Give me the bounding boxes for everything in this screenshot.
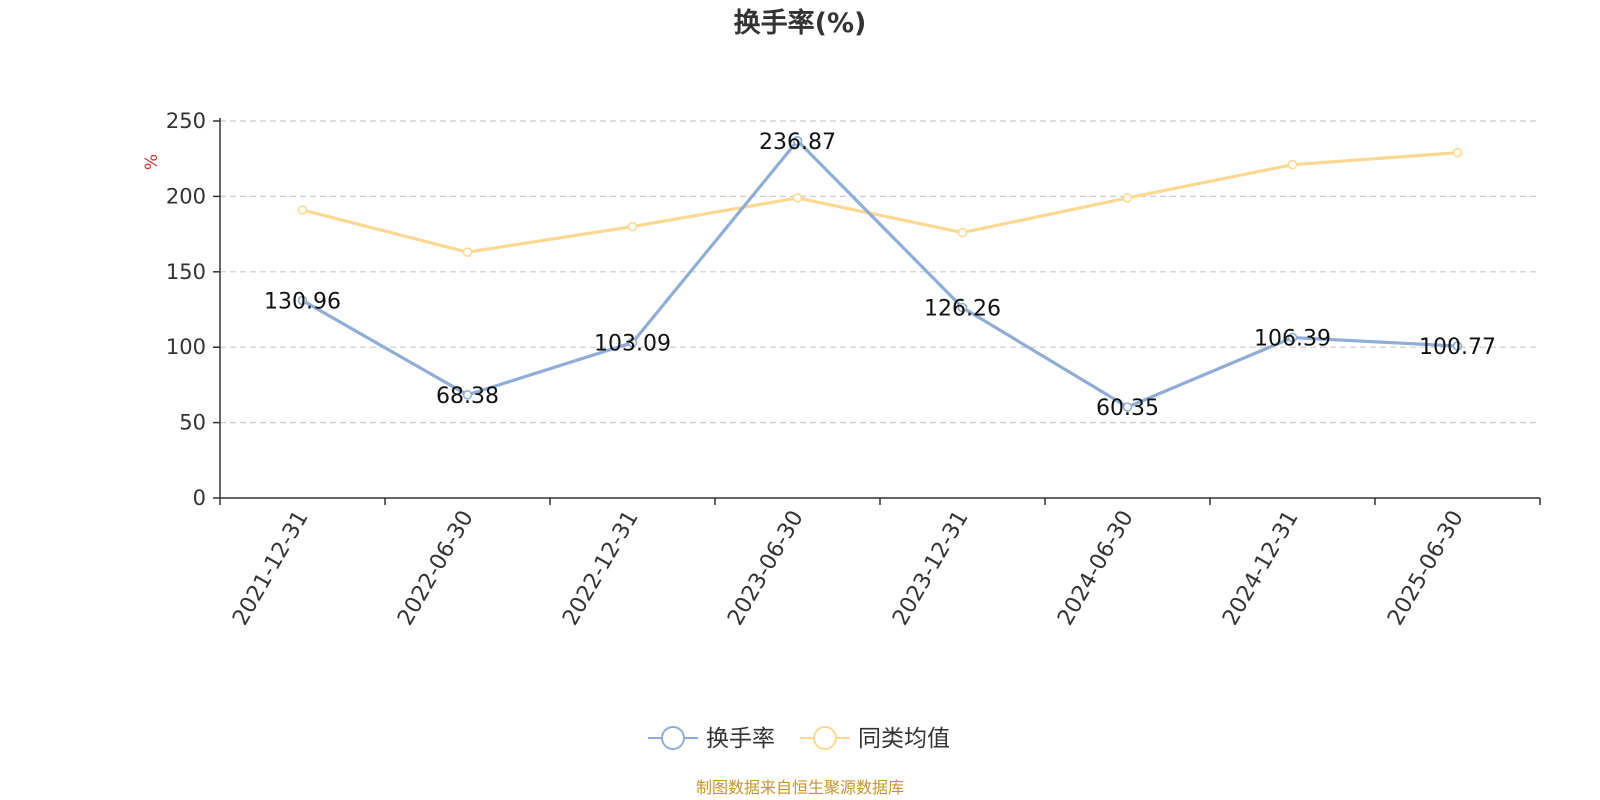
x-tick-label: 2024-06-30	[1053, 507, 1139, 630]
data-label: 68.38	[436, 384, 499, 409]
data-label: 100.77	[1419, 335, 1496, 360]
x-tick-label: 2024-12-31	[1218, 507, 1304, 630]
turnover-point	[462, 390, 473, 400]
y-tick-label: 0	[193, 486, 206, 510]
peer-average-point	[1287, 159, 1298, 170]
data-label: 60.35	[1096, 396, 1159, 421]
source-note: 制图数据来自恒生聚源数据库	[696, 778, 904, 797]
turnover-point	[297, 295, 308, 306]
y-tick-label: 150	[166, 260, 206, 284]
x-tick-label: 2023-06-30	[723, 507, 809, 630]
data-label: 103.09	[594, 332, 671, 357]
x-tick-label: 2022-06-30	[393, 507, 479, 630]
y-tick-label: 100	[166, 335, 206, 359]
y-tick-label: 50	[179, 411, 206, 435]
peer-average-point	[792, 193, 803, 203]
y-tick-label: 200	[166, 184, 206, 208]
legend-label-peer-average: 同类均值	[858, 726, 950, 752]
peer-average-line	[302, 151, 1458, 254]
peer-average-point	[957, 227, 968, 238]
peer-average-point	[297, 205, 308, 215]
x-tick-label: 2022-12-31	[558, 507, 644, 630]
y-axis-unit-label: %	[142, 154, 162, 170]
data-label: 106.39	[1254, 327, 1331, 352]
turnover-point	[792, 136, 803, 146]
data-label: 236.87	[759, 130, 836, 155]
axes: 0 50 100 150 200 250 2021-12-31 2022-06-30 2022-…	[166, 109, 1541, 630]
turnover-point	[1452, 341, 1463, 351]
peer-average-point	[627, 221, 638, 232]
grid-lines	[220, 120, 1540, 424]
turnover-point	[957, 302, 968, 313]
peer-average-point	[462, 247, 473, 257]
y-tick-label: 250	[166, 109, 206, 133]
peer-average-point	[1452, 147, 1463, 158]
turnover-line	[301, 139, 1458, 409]
series-lines	[297, 136, 1463, 412]
data-labels: 130.96 68.38 103.09 236.87 126.26 60.35 106.39…	[264, 130, 1496, 421]
legend-swatch-circle	[813, 726, 837, 750]
legend-label-turnover: 换手率	[706, 726, 775, 752]
legend-swatch-circle	[661, 726, 685, 750]
x-tick-label: 2025-06-30	[1383, 507, 1469, 630]
x-tick-label: 2023-12-31	[888, 507, 974, 630]
legend-item-turnover[interactable]: 换手率	[648, 726, 775, 752]
turnover-point	[1122, 402, 1133, 412]
peer-average-point	[1122, 193, 1133, 203]
chart-title: 换手率(%)	[734, 7, 867, 39]
turnover-point	[1287, 332, 1298, 343]
data-label: 130.96	[264, 290, 341, 315]
data-label: 126.26	[924, 297, 1001, 322]
turnover-point	[627, 337, 638, 348]
legend-item-peer-average[interactable]: 同类均值	[800, 726, 950, 752]
x-tick-label: 2021-12-31	[228, 507, 314, 630]
legend: 换手率 同类均值	[648, 726, 950, 752]
